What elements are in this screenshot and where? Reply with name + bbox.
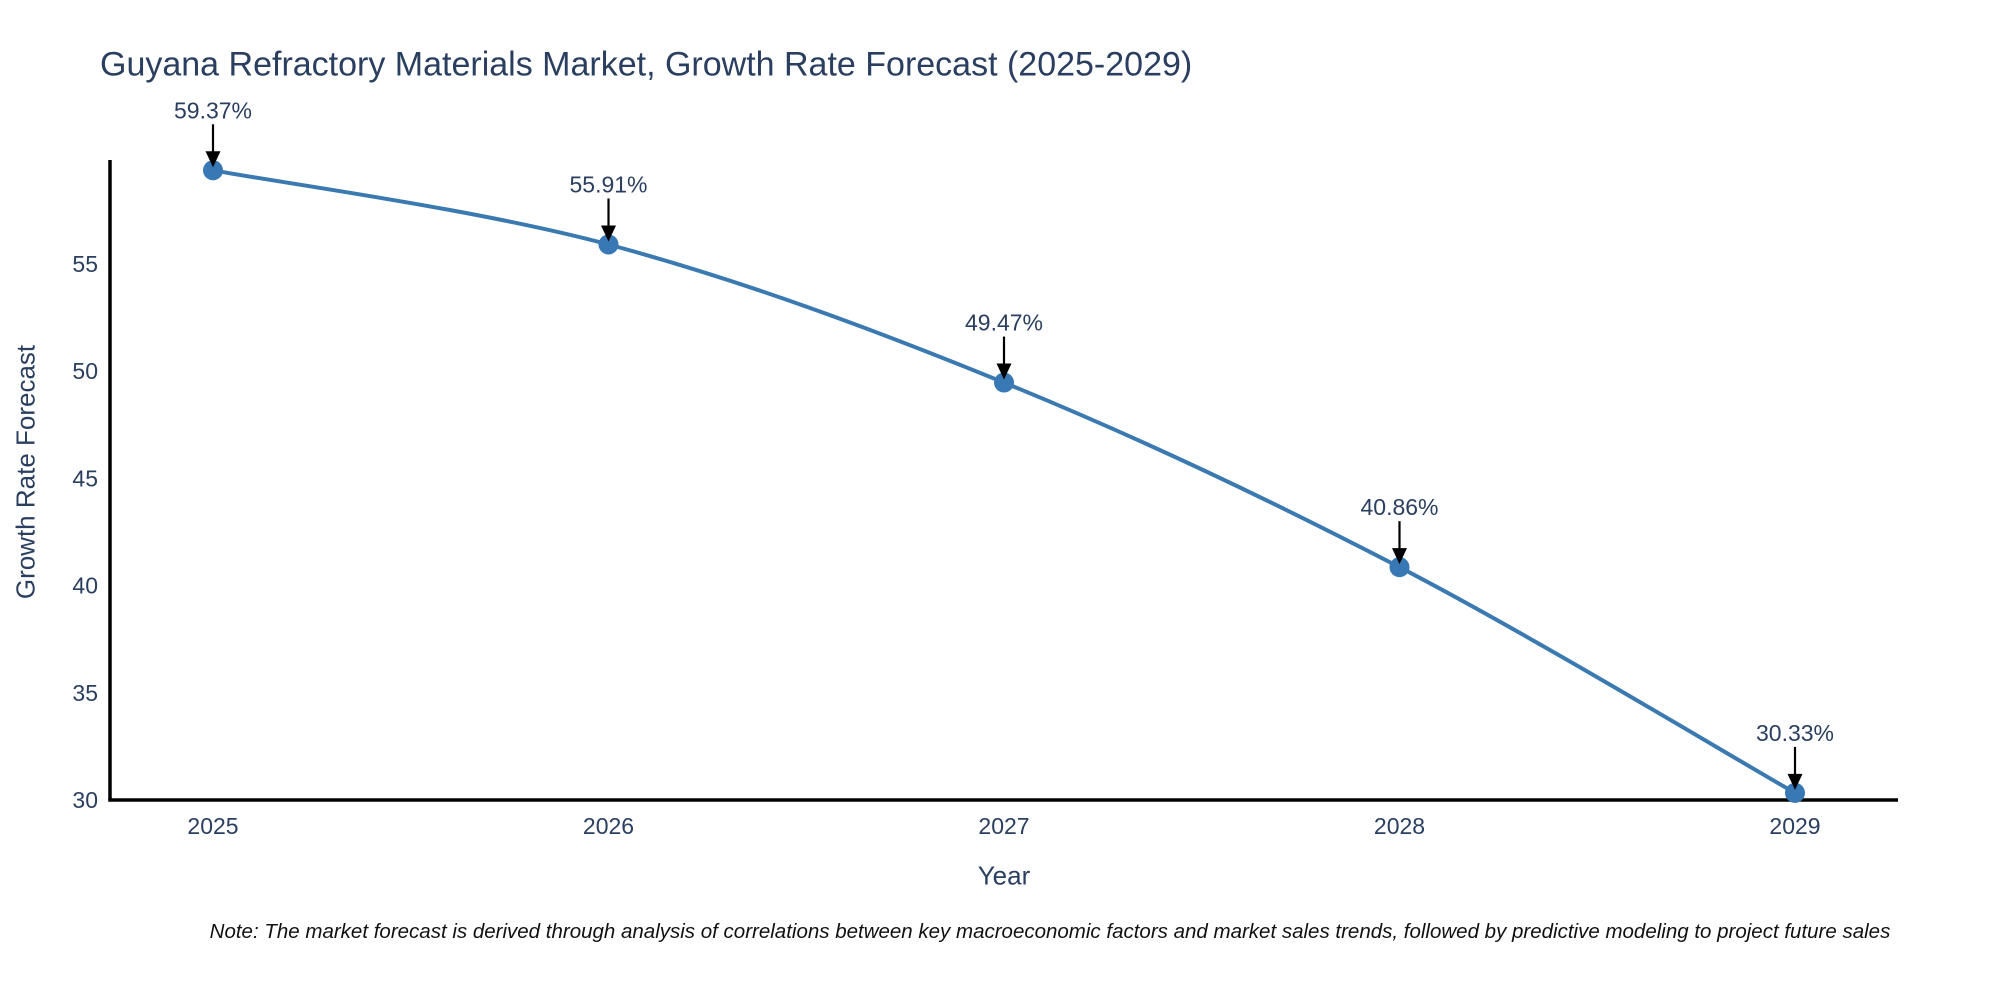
chart-footnote: Note: The market forecast is derived thr… xyxy=(209,920,1891,943)
y-tick-label: 55 xyxy=(72,251,98,277)
x-axis-title: Year xyxy=(977,860,1031,891)
annotation-arrow-head xyxy=(205,151,221,168)
y-axis-title: Growth Rate Forecast xyxy=(10,344,41,600)
annotation-arrow-head xyxy=(601,225,616,242)
y-tick-label: 45 xyxy=(72,465,98,491)
data-point-marker xyxy=(994,372,1014,393)
data-point-label: 40.86% xyxy=(1360,494,1438,520)
data-point-label: 55.91% xyxy=(569,171,647,197)
x-tick-label: 2026 xyxy=(583,813,634,839)
data-point-marker xyxy=(1389,557,1410,578)
y-tick-label: 35 xyxy=(72,680,98,706)
trend-line xyxy=(211,168,1797,795)
data-point-marker xyxy=(203,160,223,181)
annotation-arrow-head xyxy=(1787,773,1803,790)
y-tick-label: 40 xyxy=(72,573,98,599)
y-tick-label: 50 xyxy=(72,358,98,384)
y-tick-label: 30 xyxy=(72,787,98,813)
data-point-label: 49.47% xyxy=(965,310,1043,336)
annotation-arrow-head xyxy=(1392,548,1407,565)
data-point-marker xyxy=(1785,782,1805,803)
data-point-marker xyxy=(598,234,619,255)
x-tick-label: 2029 xyxy=(1769,813,1820,839)
x-tick-label: 2027 xyxy=(978,813,1029,839)
x-tick-label: 2025 xyxy=(187,813,238,839)
data-point-label: 59.37% xyxy=(174,97,252,123)
annotation-arrow-head xyxy=(996,363,1012,380)
chart-title: Guyana Refractory Materials Market, Grow… xyxy=(100,45,1193,84)
data-point-label: 30.33% xyxy=(1756,720,1834,746)
x-tick-label: 2028 xyxy=(1374,813,1425,839)
